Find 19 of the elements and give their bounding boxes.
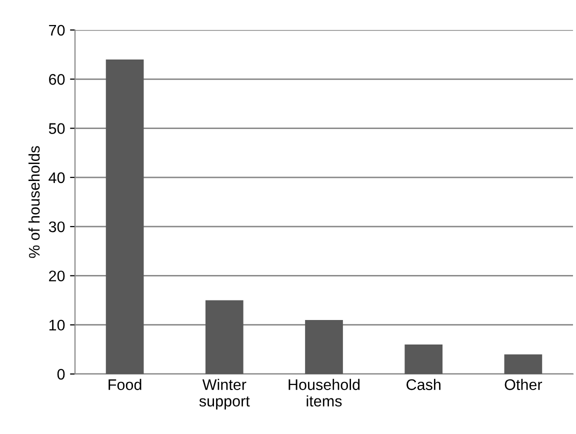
y-tick-label: 10: [49, 320, 65, 331]
y-tick-label: 40: [48, 172, 65, 184]
x-tick-label: Household items: [288, 378, 360, 407]
y-tick-label: 30: [48, 221, 65, 232]
x-tick-label: Cash: [406, 378, 440, 390]
y-tick-label: 60: [49, 74, 65, 85]
y-tick-label: 20: [49, 270, 65, 282]
bar: [404, 344, 443, 374]
x-tick-label: Food: [108, 378, 142, 390]
y-axis-title: % of households: [28, 146, 40, 258]
x-tick-label: Other: [504, 378, 542, 390]
bar: [106, 59, 144, 374]
y-tick-label: 50: [48, 123, 65, 134]
y-tick-label: 0: [57, 368, 65, 380]
bar: [305, 320, 343, 374]
x-tick-label: Winter support: [199, 378, 250, 410]
bar: [504, 354, 542, 374]
y-tick-label: 70: [49, 24, 65, 36]
bar: [205, 300, 244, 374]
